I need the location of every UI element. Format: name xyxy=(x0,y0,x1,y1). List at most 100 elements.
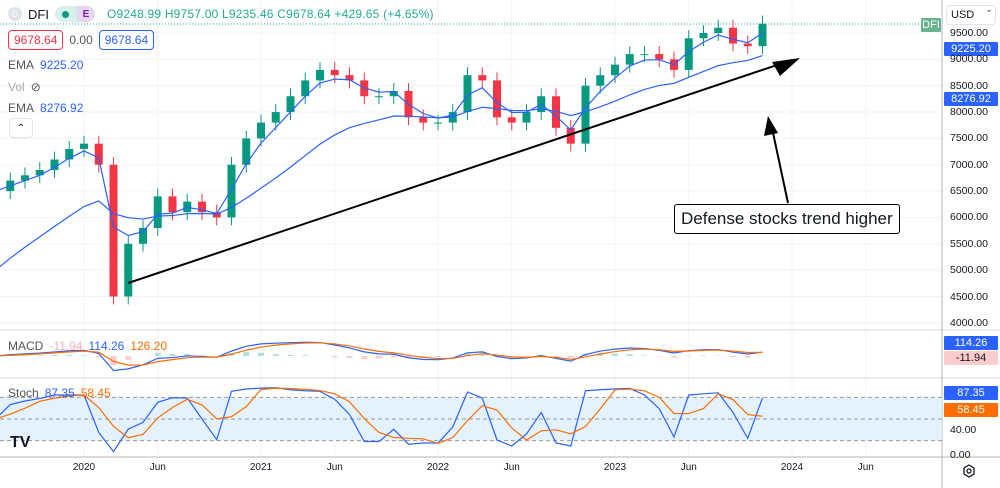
low-value: L9235.46 xyxy=(222,7,274,21)
macd-histogram-bar xyxy=(22,355,28,356)
ema2-value: 8276.92 xyxy=(40,101,84,115)
collapse-legend-button[interactable]: ⌃ xyxy=(9,118,33,138)
macd-histogram-bar xyxy=(110,356,117,366)
macd-hist-value: -11.94 xyxy=(49,339,83,353)
candle xyxy=(743,43,752,47)
candle xyxy=(463,75,472,113)
macd-signal-line xyxy=(0,342,763,366)
candle xyxy=(227,164,236,218)
ema-short-line xyxy=(0,32,763,237)
eye-off-icon[interactable]: ⊘ xyxy=(30,80,41,94)
change-value: +429.65 (+4.65%) xyxy=(334,7,434,21)
candle xyxy=(758,23,767,47)
macd-histogram-bar xyxy=(199,355,205,356)
sell-button[interactable]: 9678.64 xyxy=(8,30,64,50)
macd-histogram-bar xyxy=(612,353,618,356)
macd-histogram-bar xyxy=(464,353,471,356)
ema1-legend[interactable]: EMA 9225.20 xyxy=(8,58,83,72)
macd-histogram-bar xyxy=(125,356,132,360)
stoch-label: Stoch xyxy=(8,386,39,400)
quote-row: 9678.64 0.00 9678.64 xyxy=(8,30,155,50)
candle xyxy=(80,143,88,149)
macd-histogram-bar xyxy=(479,354,486,356)
candle xyxy=(139,227,147,244)
high-value: H9757.00 xyxy=(164,7,219,21)
macd-histogram-bar xyxy=(258,352,264,356)
price-axis-label: 7500.00 xyxy=(950,132,988,145)
candle xyxy=(566,127,575,144)
candle xyxy=(109,164,118,297)
macd-price-tag: 114.26 xyxy=(944,336,998,350)
settings-icon[interactable] xyxy=(962,464,976,478)
macd-histogram-bar xyxy=(523,356,530,357)
hist-price-tag: -11.94 xyxy=(944,351,998,365)
macd-histogram-bar xyxy=(154,352,161,356)
time-axis-label: Jun xyxy=(680,462,697,473)
stoch-legend[interactable]: Stoch 87.35 58.45 xyxy=(8,386,111,400)
symbol-logo: D xyxy=(8,7,22,21)
price-axis-label: 9500.00 xyxy=(950,27,988,39)
open-value: O9248.99 xyxy=(106,7,162,21)
candle xyxy=(94,143,103,165)
stoch-k-value: 87.35 xyxy=(44,386,75,400)
candle xyxy=(257,122,265,139)
price-axis-label: 5000.00 xyxy=(950,264,988,277)
trend-line xyxy=(127,59,793,284)
ema-long-line xyxy=(0,54,763,268)
ema2-price-tag: 8276.92 xyxy=(944,92,998,106)
candle xyxy=(655,54,664,60)
buy-button[interactable]: 9678.64 xyxy=(98,30,155,50)
macd-histogram-bar xyxy=(567,356,574,358)
candle xyxy=(286,96,295,113)
macd-histogram-bar xyxy=(302,355,309,356)
candle xyxy=(168,196,177,213)
candle xyxy=(522,112,531,123)
candle xyxy=(153,196,162,228)
candle xyxy=(124,243,133,297)
price-axis-label: 4500.00 xyxy=(950,290,988,303)
time-axis-label: Jun xyxy=(503,462,520,473)
candle xyxy=(625,54,634,65)
stoch-k-line xyxy=(0,387,764,453)
spread-value: 0.00 xyxy=(69,33,93,47)
candle xyxy=(493,80,501,118)
annotation-arrow xyxy=(771,127,789,204)
candle xyxy=(35,170,44,176)
stoch-axis-label: 40.00 xyxy=(950,424,977,436)
ema2-legend[interactable]: EMA 8276.92 xyxy=(8,101,83,115)
macd-histogram-bar xyxy=(66,354,73,356)
stoch-d-line xyxy=(0,387,763,445)
time-axis-label: 2022 xyxy=(426,462,450,473)
candle xyxy=(316,69,324,81)
tradingview-logo[interactable]: TV xyxy=(10,434,31,451)
macd-histogram-bar xyxy=(36,355,43,356)
macd-label: MACD xyxy=(8,339,44,353)
time-axis-label: Jun xyxy=(326,462,343,473)
currency-select[interactable]: USD ˇ xyxy=(946,5,996,25)
candle xyxy=(419,117,428,123)
macd-signal-value: 126.20 xyxy=(130,339,167,353)
market-status-pill[interactable]: E xyxy=(54,6,95,22)
currency-value: USD xyxy=(951,9,975,21)
candle xyxy=(729,27,737,44)
stoch-k-price-tag: 87.35 xyxy=(944,386,998,400)
macd-histogram-bar xyxy=(700,355,707,356)
macd-histogram-bar xyxy=(287,354,294,356)
symbol-name[interactable]: DFI xyxy=(28,6,49,22)
ema1-value: 9225.20 xyxy=(40,58,84,72)
macd-legend[interactable]: MACD -11.94 114.26 126.20 xyxy=(8,339,167,353)
vol-legend[interactable]: Vol ⊘ xyxy=(8,80,41,94)
symbol-header: D DFI E O9248.99 H9757.00 L9235.46 C9678… xyxy=(8,6,434,22)
ema2-label: EMA xyxy=(8,101,35,115)
ema1-price-tag: 9225.20 xyxy=(944,42,998,56)
macd-histogram-bar xyxy=(641,355,648,356)
macd-histogram-bar xyxy=(95,356,102,358)
annotation-label[interactable]: Defense stocks trend higher xyxy=(674,204,900,234)
symbol-price-tag: DFI xyxy=(921,18,941,32)
earnings-badge: E xyxy=(76,6,95,22)
macd-histogram-bar xyxy=(184,354,191,356)
price-axis-label: 7000.00 xyxy=(950,158,988,171)
macd-histogram-bar xyxy=(243,352,250,356)
candle xyxy=(714,27,723,33)
